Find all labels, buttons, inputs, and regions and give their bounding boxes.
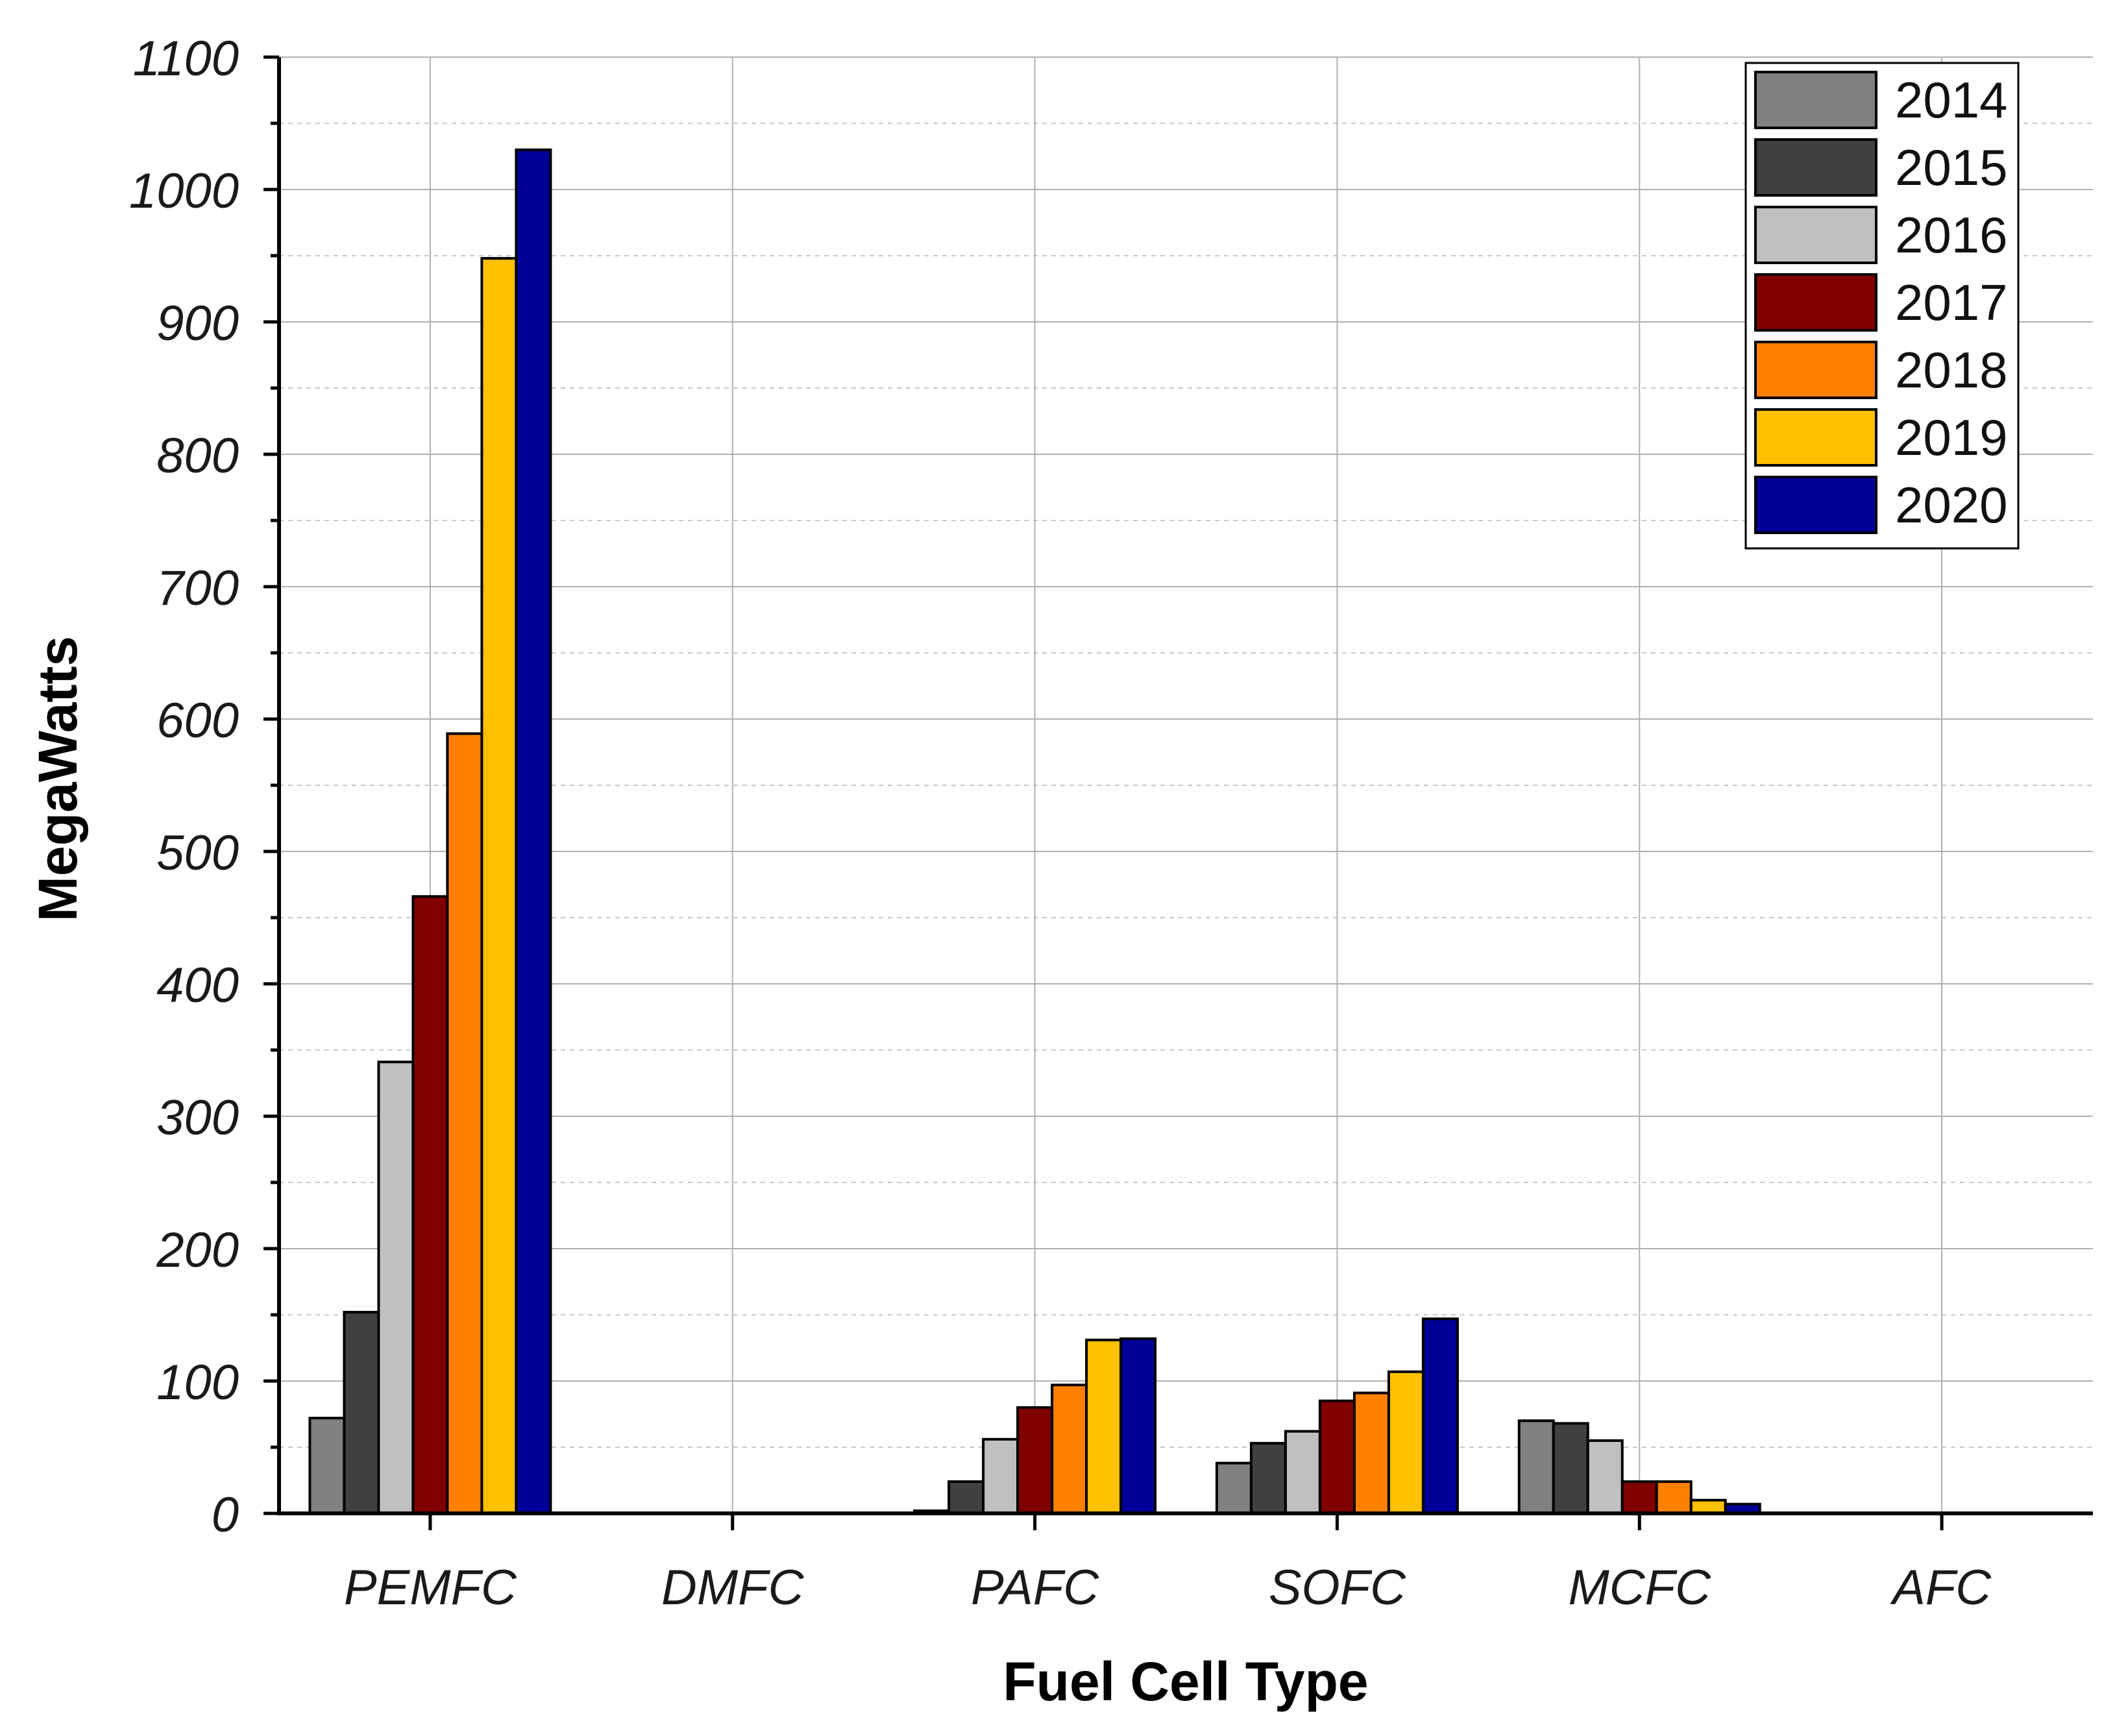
x-tick-label: PAFC [971,1560,1099,1615]
bar-mcfc-2018 [1655,1480,1693,1515]
bar-pemfc-2019 [480,257,518,1515]
bar-sofc-2018 [1352,1391,1390,1515]
bar-sofc-2014 [1215,1461,1253,1515]
bar-pafc-2016 [982,1437,1020,1515]
tick-labels: 0 100 200 300 400 500 600 700 800 900 1000 1100 PEMF… [129,31,1992,1615]
legend-label: 2019 [1895,409,2008,466]
bar-mcfc-2015 [1552,1422,1589,1515]
bar-pafc-2018 [1051,1384,1088,1515]
y-tick-label: 600 [156,693,239,748]
bar-sofc-2017 [1318,1399,1356,1515]
legend-label: 2018 [1895,341,2008,398]
bar-sofc-2015 [1249,1441,1287,1515]
x-tick-label: SOFC [1269,1560,1406,1615]
legend-label: 2014 [1895,71,2008,128]
bar-sofc-2016 [1284,1430,1321,1515]
legend-swatch [1754,408,1877,467]
bar-pemfc-2016 [377,1060,415,1515]
y-tick-label: 1000 [129,164,239,219]
x-tick-label: AFC [1890,1560,1992,1615]
bar-pemfc-2015 [343,1310,380,1515]
y-tick-label: 200 [156,1223,239,1278]
y-axis-title: MegaWatts [27,636,88,922]
bar-mcfc-2016 [1586,1439,1624,1515]
bar-pafc-2015 [947,1480,985,1515]
x-tick-label: MCFC [1568,1560,1711,1615]
bar-mcfc-2019 [1689,1498,1727,1515]
legend-swatch [1754,341,1877,399]
legend-label: 2016 [1895,206,2008,263]
legend: 2014 2015 2016 2017 2018 2019 2020 [1744,62,2020,550]
x-axis-title: Fuel Cell Type [1003,1651,1368,1712]
y-tick-label: 0 [212,1487,239,1543]
bar-mcfc-2014 [1517,1419,1555,1515]
axes [263,55,2093,1530]
y-tick-label: 400 [156,958,239,1013]
y-tick-label: 300 [156,1090,239,1145]
bar-pafc-2020 [1119,1337,1157,1515]
x-tick-label: DMFC [661,1560,805,1615]
bar-pemfc-2018 [446,732,483,1515]
bar-pemfc-2014 [308,1417,346,1515]
bar-sofc-2020 [1421,1317,1459,1515]
bar-sofc-2019 [1387,1370,1424,1515]
legend-swatch [1754,273,1877,332]
legend-label: 2017 [1895,274,2008,331]
bar-pemfc-2020 [515,148,552,1515]
legend-label: 2020 [1895,476,2008,533]
bar-pafc-2017 [1016,1406,1054,1515]
legend-label: 2015 [1895,139,2008,196]
bar-pafc-2019 [1085,1338,1123,1515]
legend-swatch [1754,71,1877,129]
legend-swatch [1754,476,1877,534]
y-tick-label: 100 [156,1355,239,1410]
legend-swatch [1754,206,1877,264]
x-tick-label: PEMFC [344,1560,517,1615]
y-tick-label: 800 [156,428,239,483]
y-tick-label: 900 [156,296,239,351]
y-tick-label: 500 [156,825,239,881]
y-tick-label: 1100 [133,31,239,86]
y-tick-label: 700 [156,561,239,616]
bars [308,148,1761,1515]
bar-mcfc-2017 [1620,1480,1658,1515]
legend-swatch [1754,138,1877,197]
bar-pemfc-2017 [411,895,449,1515]
